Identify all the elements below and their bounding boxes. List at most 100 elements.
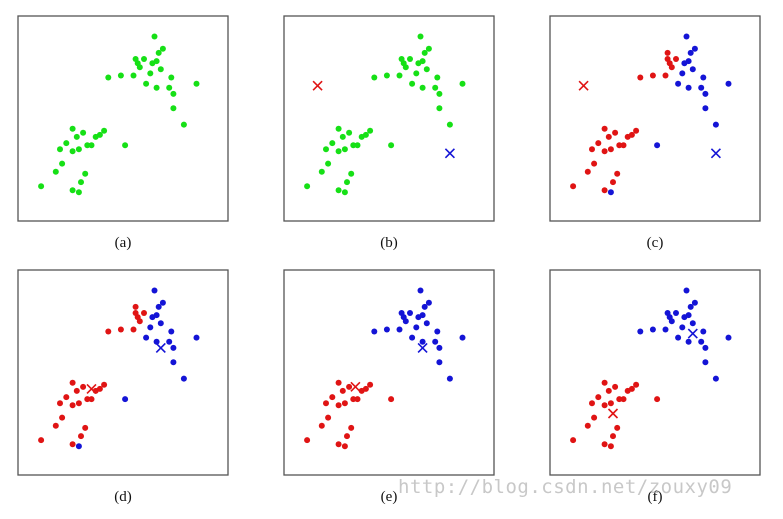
panel-1: (b) bbox=[283, 15, 495, 251]
data-point bbox=[170, 344, 177, 351]
data-point bbox=[159, 45, 166, 52]
data-point bbox=[675, 80, 682, 87]
panel-0: (a) bbox=[17, 15, 229, 251]
data-point bbox=[105, 328, 112, 335]
data-point bbox=[339, 133, 346, 140]
data-point bbox=[620, 142, 627, 149]
data-point bbox=[698, 84, 705, 91]
data-point bbox=[75, 189, 82, 196]
data-point bbox=[612, 129, 619, 136]
data-point bbox=[388, 142, 395, 149]
data-point bbox=[419, 84, 426, 91]
data-point bbox=[700, 74, 707, 81]
panel-2: (c) bbox=[549, 15, 761, 251]
data-point bbox=[88, 396, 95, 403]
data-point bbox=[153, 58, 160, 65]
centroid-marker bbox=[444, 148, 455, 159]
data-point bbox=[591, 160, 598, 167]
data-point bbox=[423, 66, 430, 73]
data-point bbox=[166, 84, 173, 91]
data-point bbox=[354, 142, 361, 149]
data-point bbox=[350, 396, 357, 403]
data-point bbox=[402, 64, 409, 71]
data-point bbox=[325, 160, 332, 167]
data-point bbox=[683, 33, 690, 40]
data-point bbox=[687, 49, 694, 56]
data-point bbox=[151, 287, 158, 294]
data-point bbox=[601, 379, 608, 386]
data-point bbox=[157, 66, 164, 73]
data-point bbox=[570, 183, 577, 190]
data-point bbox=[96, 385, 103, 392]
data-point bbox=[712, 375, 719, 382]
data-point bbox=[329, 394, 336, 401]
data-point bbox=[683, 287, 690, 294]
data-point bbox=[367, 127, 374, 134]
data-point bbox=[668, 318, 675, 325]
data-point bbox=[601, 441, 608, 448]
data-point bbox=[417, 33, 424, 40]
centroid-marker bbox=[578, 80, 589, 91]
data-point bbox=[637, 74, 644, 81]
data-point bbox=[344, 433, 350, 440]
data-point bbox=[434, 74, 441, 81]
data-point bbox=[725, 334, 732, 341]
data-point bbox=[413, 70, 420, 77]
data-point bbox=[601, 125, 608, 132]
panel-caption: (f) bbox=[648, 489, 663, 505]
data-point bbox=[130, 72, 137, 79]
data-point bbox=[170, 90, 177, 97]
data-point bbox=[354, 396, 361, 403]
data-point bbox=[459, 80, 466, 87]
data-point bbox=[147, 70, 154, 77]
data-point bbox=[371, 74, 378, 81]
data-point bbox=[396, 326, 403, 333]
data-point bbox=[180, 121, 187, 128]
data-point bbox=[589, 146, 595, 153]
data-point bbox=[69, 125, 76, 132]
data-point bbox=[584, 422, 591, 429]
data-point bbox=[591, 414, 598, 421]
data-point bbox=[432, 84, 439, 91]
data-point bbox=[59, 160, 66, 167]
data-point bbox=[341, 189, 348, 196]
data-point bbox=[69, 148, 76, 155]
panel-caption: (e) bbox=[381, 489, 398, 505]
centroid-marker bbox=[417, 342, 428, 353]
data-point bbox=[679, 324, 686, 331]
data-point bbox=[595, 140, 602, 147]
data-point bbox=[157, 320, 164, 327]
data-point bbox=[725, 80, 732, 87]
data-point bbox=[607, 400, 614, 407]
data-point bbox=[605, 133, 612, 140]
data-point bbox=[168, 74, 175, 81]
data-point bbox=[419, 338, 426, 345]
data-point bbox=[84, 396, 91, 403]
data-point bbox=[151, 33, 158, 40]
data-point bbox=[63, 394, 70, 401]
data-point bbox=[335, 441, 342, 448]
data-point bbox=[425, 299, 432, 306]
data-point bbox=[402, 318, 409, 325]
data-point bbox=[304, 437, 311, 444]
data-point bbox=[383, 326, 390, 333]
data-point bbox=[335, 125, 342, 132]
data-point bbox=[346, 383, 353, 390]
data-point bbox=[341, 400, 348, 407]
data-point bbox=[52, 168, 59, 175]
data-point bbox=[335, 148, 342, 155]
data-point bbox=[668, 64, 675, 71]
data-point bbox=[117, 326, 124, 333]
data-point bbox=[59, 414, 66, 421]
data-point bbox=[691, 299, 698, 306]
data-point bbox=[82, 424, 89, 431]
data-point bbox=[141, 56, 147, 62]
data-point bbox=[170, 359, 177, 366]
data-point bbox=[589, 400, 595, 407]
data-point bbox=[413, 324, 420, 331]
data-point bbox=[620, 396, 627, 403]
data-point bbox=[323, 146, 329, 153]
data-point bbox=[38, 437, 45, 444]
data-point bbox=[339, 387, 346, 394]
data-point bbox=[679, 70, 686, 77]
